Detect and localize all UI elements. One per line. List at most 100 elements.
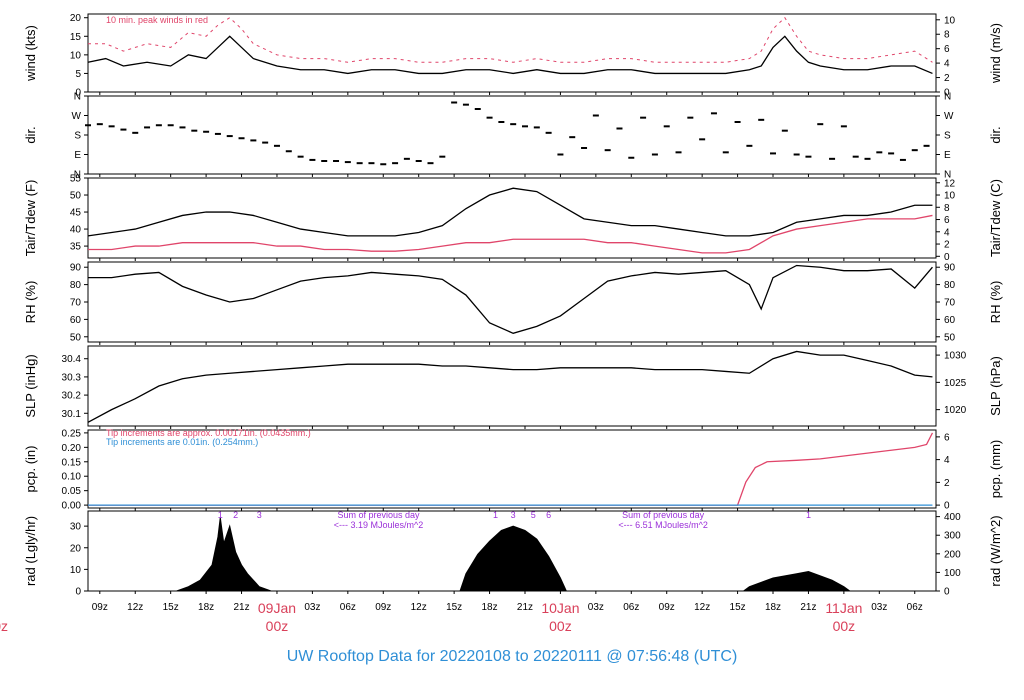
rh-rtick-label: 90 xyxy=(944,263,956,274)
rad-rtick-label: 200 xyxy=(944,549,961,560)
rh-ytick-label: 60 xyxy=(70,315,82,326)
dir-rtick-label: W xyxy=(944,111,954,122)
dir-rtick-label: N xyxy=(944,92,951,103)
panel-pcp: 0.00 0.05 0.10 0.15 0.20 0.25 0 2 4 6 pcp. (in) pcp… xyxy=(23,428,1003,512)
slp-rtick-label: 1025 xyxy=(944,378,967,389)
rad-sum-label: <--- 6.51 MJoules/m^2 xyxy=(618,520,708,530)
pcp-ytick-label: 0.10 xyxy=(62,472,82,483)
temp-series-line xyxy=(87,187,933,237)
time-tick-label: 21z xyxy=(517,602,533,613)
pcp-ytick-label: 0.05 xyxy=(62,486,82,497)
temp-rtick-label: 8 xyxy=(944,203,950,214)
wind-ytick-label: 20 xyxy=(70,13,82,24)
time-tick-label: 09z xyxy=(659,602,675,613)
time-tick-label: 15z xyxy=(446,602,462,613)
rad-ytick-label: 20 xyxy=(70,543,82,554)
dir-ylabel-right: dir. xyxy=(988,126,1003,143)
temp-rtick-label: 2 xyxy=(944,240,950,251)
rh-rtick-label: 70 xyxy=(944,298,956,309)
slp-ytick-label: 30.1 xyxy=(62,409,82,420)
time-tick-label: 03z xyxy=(588,602,604,613)
time-tick-label: 21z xyxy=(800,602,816,613)
wind-series-line xyxy=(88,16,933,63)
pcp-rtick-label: 0 xyxy=(944,501,950,512)
dir-ytick-label: W xyxy=(72,111,82,122)
pcp-frame xyxy=(87,429,937,509)
pcp-ylabel: pcp. (in) xyxy=(23,446,38,493)
time-tick-label: 12z xyxy=(411,602,427,613)
dir-ytick-label: E xyxy=(74,150,81,161)
rh-ytick-label: 80 xyxy=(70,280,82,291)
dir-ylabel: dir. xyxy=(23,126,38,143)
pcp-note: Tip increments are 0.01in. (0.254mm.) xyxy=(106,437,258,447)
wind-rtick-label: 6 xyxy=(944,44,950,55)
time-tick-label: 03z xyxy=(871,602,887,613)
time-tick-label: 18z xyxy=(481,602,497,613)
dir-rtick-label: S xyxy=(944,131,951,142)
rad-ylabel: rad (Lgly/hr) xyxy=(23,516,38,586)
temp-ylabel: Tair/Tdew (F) xyxy=(23,180,38,257)
time-tick-label: 09z xyxy=(92,602,108,613)
wind-frame xyxy=(87,13,937,93)
panel-slp: 30.1 30.2 30.3 30.4 1020 1025 1030 SLP (inHg) SL… xyxy=(23,345,1003,429)
temp-ylabel-right: Tair/Tdew (C) xyxy=(988,179,1003,257)
rad-rtick-label: 400 xyxy=(944,512,961,523)
rh-frame xyxy=(87,261,937,343)
rad-series-area xyxy=(176,517,852,592)
rad-ytick-label: 30 xyxy=(70,522,82,533)
pcp-note: Tip increments are approx. 0.00171in. (0… xyxy=(106,428,311,438)
time-tick-label: 03z xyxy=(304,602,320,613)
rad-sum-label: <--- 3.19 MJoules/m^2 xyxy=(334,520,424,530)
dir-rtick-label: E xyxy=(944,150,951,161)
date-marker-hour: 00z xyxy=(549,618,572,634)
rh-ytick-label: 90 xyxy=(70,263,82,274)
time-tick-label: 06z xyxy=(340,602,356,613)
pcp-ytick-label: 0.15 xyxy=(62,457,82,468)
slp-ylabel: SLP (inHg) xyxy=(23,354,38,417)
wind-rtick-label: 8 xyxy=(944,30,950,41)
dir-ytick-label: S xyxy=(74,131,81,142)
dir-frame xyxy=(87,95,937,175)
temp-rtick-label: 10 xyxy=(944,191,956,202)
temp-rtick-label: 4 xyxy=(944,227,950,238)
rad-marker: 2 xyxy=(233,510,238,520)
pcp-rtick-label: 4 xyxy=(944,455,950,466)
time-tick-label: 12z xyxy=(694,602,710,613)
time-tick-label: 06z xyxy=(907,602,923,613)
wind-ylabel-right: wind (m/s) xyxy=(988,23,1003,84)
time-tick-label: 15z xyxy=(730,602,746,613)
date-marker-label: 09Jan xyxy=(258,600,296,616)
pcp-ytick-label: 0.25 xyxy=(62,428,82,439)
date-marker-label: 10Jan xyxy=(541,600,579,616)
temp-ytick-label: 45 xyxy=(70,208,82,219)
temp-series-line xyxy=(88,214,933,254)
rh-ytick-label: 50 xyxy=(70,332,82,343)
rad-ylabel-right: rad (W/m^2) xyxy=(988,515,1003,586)
wind-ytick-label: 15 xyxy=(70,32,82,43)
wind-series-line xyxy=(87,35,933,75)
rh-series-line xyxy=(88,264,933,334)
slp-ytick-label: 30.2 xyxy=(62,391,82,402)
wind-ytick-label: 0 xyxy=(75,88,81,99)
dir-rtick-label: N xyxy=(944,170,951,181)
temp-rtick-label: 12 xyxy=(944,178,956,189)
panel-rh: 50 60 70 80 90 50 60 70 80 90 RH (%) RH (%) xyxy=(23,261,1003,345)
time-tick-label: 18z xyxy=(198,602,214,613)
rad-sum-label: Sum of previous day xyxy=(622,510,705,520)
panel-wind: 0 5 10 15 20 0 2 4 6 8 10 wind (kts) wind (m/s) 10 mi… xyxy=(23,13,1003,98)
wind-ylabel: wind (kts) xyxy=(23,25,38,82)
wind-annotation: 10 min. peak winds in red xyxy=(106,15,208,25)
rad-marker: 1 xyxy=(493,510,498,520)
wind-rtick-label: 10 xyxy=(944,15,956,26)
pcp-ytick-label: 0.00 xyxy=(62,501,82,512)
rad-rtick-label: 100 xyxy=(944,568,961,579)
dir-ytick-label: N xyxy=(74,92,81,103)
temp-ytick-label: 55 xyxy=(70,174,82,185)
temp-ytick-label: 35 xyxy=(70,242,82,253)
slp-ytick-label: 30.3 xyxy=(62,372,82,383)
rh-ytick-label: 70 xyxy=(70,298,82,309)
rh-ylabel: RH (%) xyxy=(23,281,38,324)
